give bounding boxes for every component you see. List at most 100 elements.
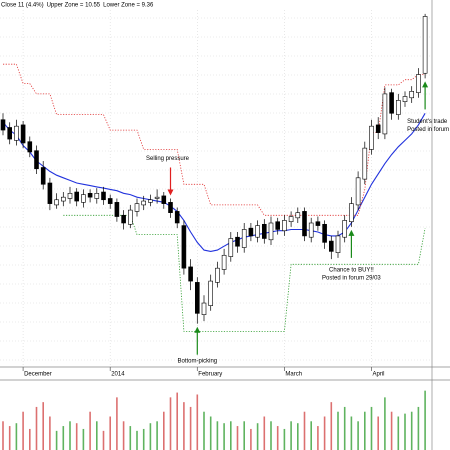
volume-bar	[424, 390, 426, 450]
candle-body	[302, 211, 307, 237]
volume-bar	[417, 406, 420, 450]
volume-bar	[290, 421, 292, 450]
annotation-text: Bottom-picking	[177, 359, 217, 365]
volume-bar	[263, 416, 266, 450]
candle-body	[261, 223, 267, 239]
candle-body	[295, 212, 301, 219]
volume-bar	[96, 421, 98, 450]
candle-body	[34, 150, 39, 170]
candle-body	[369, 125, 374, 150]
candle-body	[174, 211, 180, 224]
candle-body	[282, 220, 287, 232]
candle-body	[81, 194, 86, 203]
volume-bar	[303, 411, 306, 450]
annotation: Bottom-picking	[177, 326, 217, 365]
candle-body	[389, 92, 394, 114]
volume-bar	[116, 397, 118, 450]
candle-body	[409, 91, 415, 99]
candle-body	[355, 177, 361, 206]
candle-body	[20, 124, 26, 144]
volume-bar	[317, 426, 319, 450]
volume-bar	[203, 411, 205, 450]
volume-bar	[343, 406, 346, 450]
annotation-arrowhead	[422, 81, 429, 88]
volume-bar	[122, 421, 125, 450]
annotation-arrowhead	[167, 189, 174, 196]
candle-body	[215, 267, 220, 283]
candle-body	[67, 193, 73, 199]
candle-body	[27, 141, 33, 153]
candle-body	[402, 96, 408, 102]
candle-body	[195, 282, 200, 314]
candle-body	[221, 254, 227, 270]
volume-bar	[75, 423, 78, 450]
candle-body	[288, 216, 294, 223]
candle-body	[141, 200, 146, 206]
candle-body	[107, 198, 113, 204]
volume-bar	[176, 392, 178, 450]
candle-body	[416, 74, 421, 93]
indicator-line	[2, 113, 426, 252]
volume-bar	[89, 411, 91, 450]
volume-bar	[323, 416, 326, 450]
candle-body	[201, 302, 207, 315]
volume-bar	[163, 411, 165, 450]
volume-bar	[55, 430, 58, 450]
candle-body	[235, 236, 240, 247]
candle-body	[14, 125, 19, 141]
volume-bar	[129, 426, 132, 450]
volume-bar	[297, 423, 299, 450]
candle-body	[7, 127, 12, 140]
candle-body	[208, 280, 213, 306]
header-text: Lower Zone = 9.36	[103, 3, 154, 9]
x-tick-label: April	[373, 372, 385, 378]
volume-bar	[404, 413, 406, 450]
candle-body	[308, 222, 314, 238]
candle-body	[168, 202, 173, 213]
volume-bar	[216, 421, 219, 450]
candle-body	[181, 225, 187, 269]
candle-body	[60, 196, 66, 202]
candle-body	[161, 195, 167, 204]
indicator-line	[3, 63, 426, 216]
candle-body	[315, 221, 321, 226]
volume-bar	[276, 426, 279, 450]
candle-body	[382, 93, 388, 135]
candle-body	[248, 227, 254, 237]
volume-bar	[256, 423, 259, 450]
volume-bar	[236, 426, 239, 450]
candle-body	[101, 191, 106, 201]
candle-body	[422, 16, 428, 74]
volume-bar	[209, 416, 212, 450]
volume-bar	[310, 421, 312, 450]
volume-bar	[283, 428, 286, 450]
header: Close 11 (4.4%) Upper Zone = 10.55 Lower Z…	[1, 3, 154, 9]
annotation-text: Chance to BUY!!	[329, 267, 374, 273]
volume-bar	[169, 397, 172, 450]
candle-body	[94, 193, 100, 199]
volume-bar	[136, 430, 138, 450]
volume-bar	[35, 406, 38, 450]
candle-body	[54, 199, 59, 206]
volume-bar	[189, 406, 192, 450]
volume-bar	[370, 406, 373, 450]
header-text: Close 11 (4.4%)	[1, 3, 44, 9]
candle-body	[335, 235, 341, 253]
x-tick-label: February	[198, 372, 222, 378]
candle-body	[241, 229, 247, 248]
volume-bar	[230, 421, 232, 450]
candle-body	[395, 100, 401, 115]
volume-bar	[384, 397, 386, 450]
volume-bar	[49, 416, 51, 450]
volume-bar	[109, 416, 111, 450]
annotation-text: Posted in forum 29/03	[407, 127, 450, 133]
volume-bar	[8, 426, 11, 450]
x-tick-label: 2014	[111, 372, 125, 378]
volume-bar	[223, 423, 225, 450]
candle-body	[228, 238, 234, 257]
volume-bar	[243, 421, 245, 450]
volume-bar	[62, 426, 65, 450]
x-tick-label: December	[24, 372, 52, 378]
